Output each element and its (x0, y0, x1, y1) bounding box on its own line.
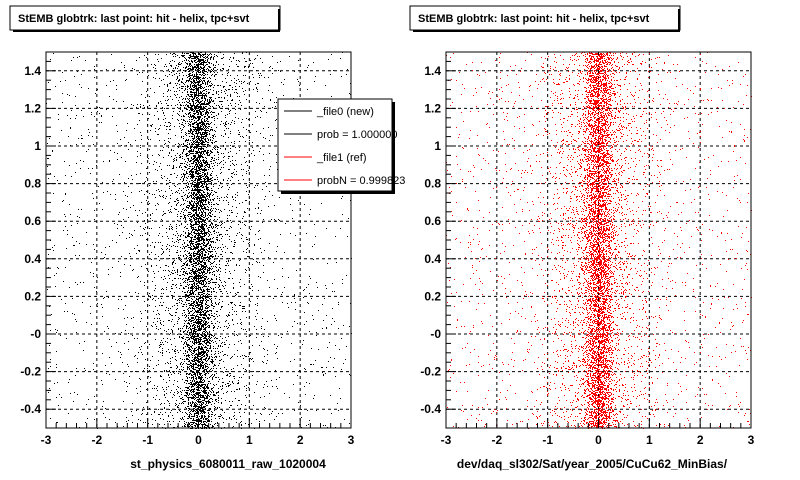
right-x-axis-label: dev/daq_sl302/Sat/year_2005/CuCu62_MinBi… (457, 457, 728, 471)
right-title-box (409, 5, 681, 31)
legend-entry-1: prob = 1.000000 (317, 129, 397, 141)
y-tick-label: -0.4 (420, 402, 441, 416)
x-tick-label: -2 (491, 433, 502, 447)
x-tick-label: -1 (142, 433, 153, 447)
left-title-shadow-side (278, 9, 280, 32)
right-ticks: -3 -2 -1 0 1 2 3 -0.4 -0.2 -0 0.2 0.4 0.6 0.8 1 1.2 1.4 (420, 51, 755, 447)
left-chart-title: StEMB globtrk: last point: hit - helix, … (18, 13, 250, 25)
x-tick-label: 3 (748, 433, 755, 447)
legend-entry-3: probN = 0.999823 (317, 175, 405, 187)
left-panel: StEMB globtrk: last point: hit - helix, … (9, 5, 405, 471)
y-tick-label: 1.4 (424, 64, 441, 78)
y-tick-label: -0 (430, 327, 441, 341)
x-tick-label: -3 (41, 433, 52, 447)
x-tick-label: 2 (697, 433, 704, 447)
left-ticks: -3 -2 -1 0 1 2 3 -0.4 -0.2 -0 0.2 0.4 0.6 0.8 1 1.2 1.4 (20, 51, 355, 447)
x-tick-label: -1 (542, 433, 553, 447)
left-title-box (9, 5, 281, 31)
legend-box (277, 98, 393, 192)
legend-entry-0: _file0 (new) (316, 106, 374, 118)
y-tick-label: 1 (34, 139, 41, 153)
right-title-shadow-side (678, 9, 680, 32)
y-tick-label: 1.4 (24, 64, 41, 78)
x-tick-label: 1 (246, 433, 253, 447)
y-tick-label: 0.8 (424, 177, 441, 191)
y-tick-label: 0.4 (424, 252, 441, 266)
right-chart-title: StEMB globtrk: last point: hit - helix, … (418, 13, 650, 25)
y-tick-label: 0.6 (24, 214, 41, 228)
y-tick-label: 1.2 (24, 101, 41, 115)
scatter-points (446, 52, 752, 429)
y-tick-label: 0.6 (424, 214, 441, 228)
x-tick-label: 3 (348, 433, 355, 447)
y-tick-label: 1.2 (424, 101, 441, 115)
x-tick-label: -2 (91, 433, 102, 447)
legend-entry-2: _file1 (ref) (316, 152, 367, 164)
y-tick-label: -0.2 (20, 365, 41, 379)
x-tick-label: 2 (297, 433, 304, 447)
y-tick-label: 1 (434, 139, 441, 153)
right-points (446, 52, 752, 429)
left-title-shadow (13, 30, 280, 32)
y-tick-label: 0.8 (24, 177, 41, 191)
scatter-points (46, 52, 352, 429)
right-panel: StEMB globtrk: last point: hit - helix, … (409, 5, 755, 471)
y-tick-label: -0.2 (420, 365, 441, 379)
left-x-axis-label: st_physics_6080011_raw_1020004 (130, 457, 326, 471)
y-tick-label: 0.2 (424, 289, 441, 303)
left-points (46, 52, 352, 429)
y-tick-label: 0.4 (24, 252, 41, 266)
x-tick-label: 0 (195, 433, 202, 447)
x-tick-label: 0 (595, 433, 602, 447)
x-tick-label: 1 (646, 433, 653, 447)
x-tick-label: -3 (441, 433, 452, 447)
y-tick-label: 0.2 (24, 289, 41, 303)
y-tick-label: -0 (30, 327, 41, 341)
legend: _file0 (new) prob = 1.000000 _file1 (ref… (277, 98, 405, 194)
y-tick-label: -0.4 (20, 402, 41, 416)
right-title-shadow (413, 30, 680, 32)
